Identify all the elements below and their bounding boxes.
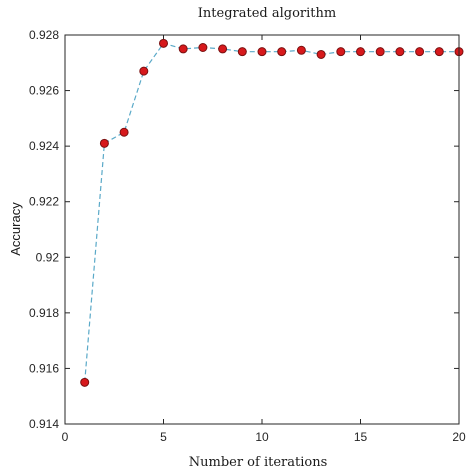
chart-title: Integrated algorithm (198, 6, 336, 21)
y-tick-label: 0.914 (29, 417, 59, 431)
y-tick-label: 0.922 (29, 195, 59, 209)
x-tick-label: 5 (160, 430, 167, 444)
y-tick-label: 0.918 (29, 306, 59, 320)
y-axis-label: Accuracy (8, 202, 23, 256)
data-point (395, 47, 405, 57)
data-point (237, 47, 247, 57)
data-point (415, 47, 425, 57)
data-point (139, 66, 149, 76)
y-tick-label: 0.926 (29, 84, 59, 98)
data-point (198, 43, 208, 53)
data-point (336, 47, 346, 57)
series-points (80, 38, 464, 387)
y-tick-label: 0.916 (29, 361, 59, 375)
data-point (99, 138, 109, 148)
x-tick-label: 0 (62, 430, 69, 444)
data-point (277, 47, 287, 57)
x-tick-label: 15 (354, 430, 368, 444)
data-point (218, 44, 228, 54)
series-line (84, 42, 459, 383)
data-point (316, 49, 326, 59)
x-axis-label: Number of iterations (189, 455, 328, 470)
data-point (178, 44, 188, 54)
data-point (119, 127, 129, 137)
x-tick-label: 20 (452, 430, 466, 444)
y-tick-label: 0.928 (29, 28, 59, 42)
data-point (356, 47, 365, 57)
x-tick-label: 10 (255, 430, 269, 444)
data-point (375, 47, 385, 57)
y-tick-label: 0.924 (29, 139, 59, 153)
data-point (296, 45, 306, 55)
data-point (434, 47, 444, 57)
data-point (257, 47, 267, 57)
plot-frame (64, 34, 460, 425)
data-point (80, 377, 90, 387)
data-point (159, 38, 168, 48)
y-tick-label: 0.92 (36, 250, 60, 264)
axis-ticks: 0 5 10 15 20 0.914 0.916 0.918 0.92 0.922 0.924 0.9… (29, 28, 466, 444)
